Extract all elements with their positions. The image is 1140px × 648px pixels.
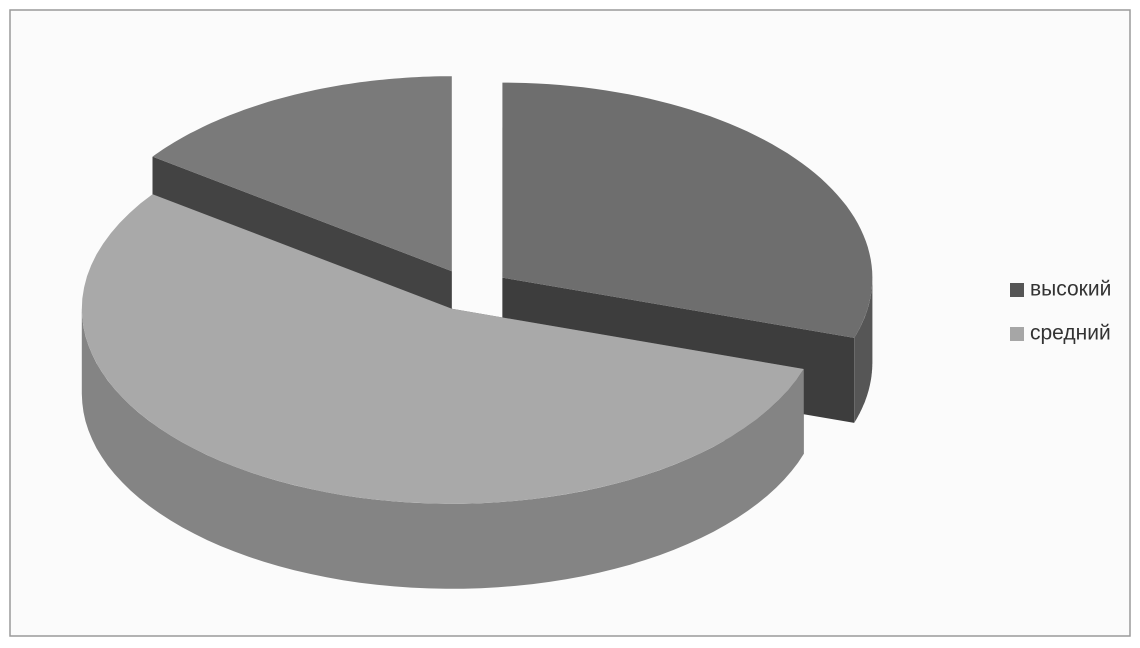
slice: [152, 76, 452, 272]
legend-swatch: [1010, 283, 1024, 297]
slice-wall: [854, 277, 873, 423]
slice: [502, 82, 873, 338]
legend-label: средний: [1030, 322, 1111, 345]
slice-wall: [81, 308, 804, 589]
legend-swatch: [1010, 327, 1024, 341]
slice: [81, 194, 804, 504]
legend-label: высокий: [1030, 278, 1111, 301]
